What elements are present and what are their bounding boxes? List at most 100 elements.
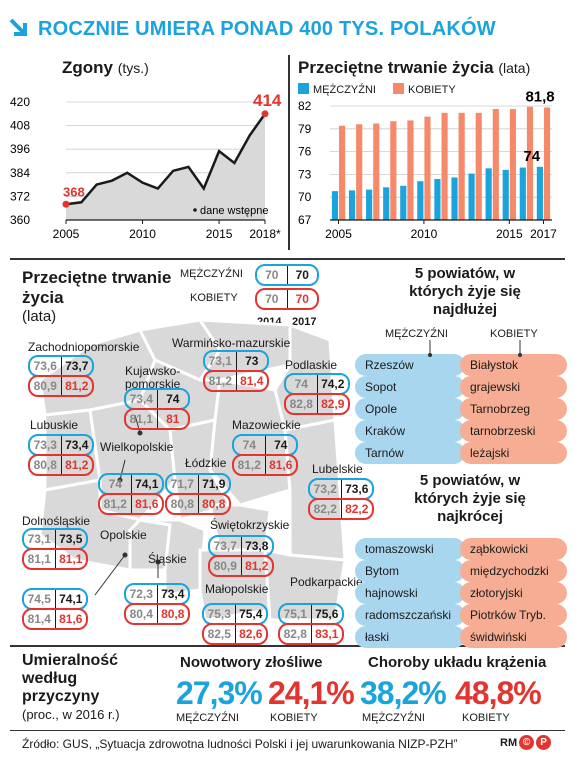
deaths-unit: (tys.) xyxy=(117,60,149,76)
value-2017: 75,6 xyxy=(310,605,343,623)
y-tick-label: 420 xyxy=(10,95,30,109)
cancer-men-value: 27,3% xyxy=(176,675,263,711)
value-2014: 73,2 xyxy=(313,482,337,496)
deaths-last-point xyxy=(261,110,269,118)
y-tick-label: 384 xyxy=(10,166,30,180)
life-title-text: Przeciętne trwanie życia xyxy=(298,58,494,77)
value-2017: 73,8 xyxy=(240,537,273,555)
value-2017: 74 xyxy=(264,436,297,454)
deaths-note: dane wstępne xyxy=(200,205,269,217)
region-men-box: 73,1 73,5 xyxy=(22,528,88,550)
life-chart: 82 79 76 73 70 67 81,8 74 2005 2010 2015 2017 xyxy=(298,89,557,241)
cancer-women-label: KOBIETY xyxy=(270,712,318,724)
value-2017: 73,5 xyxy=(54,530,87,548)
value-2017: 74,2 xyxy=(316,375,349,393)
region-women-box: 81,1 81,1 xyxy=(22,548,88,570)
region-women-box: 81,2 81,6 xyxy=(232,454,298,476)
legend-men-2017: 70 xyxy=(286,266,318,284)
bar-women xyxy=(390,121,397,220)
legend-men-swatch xyxy=(298,83,309,94)
value-2014: 80,8 xyxy=(170,497,194,511)
bar-women xyxy=(441,112,448,220)
region-women-box: 82,2 82,2 xyxy=(308,498,374,520)
legend-women-label: KOBIETY xyxy=(408,84,456,96)
value-2017: 81,6 xyxy=(54,610,87,628)
map-legend-women-box: 70 70 xyxy=(255,288,319,310)
map-title: Przeciętne trwanie życia (lata) xyxy=(22,268,172,325)
x-tick-label: 2015 xyxy=(206,227,233,241)
value-2014: 73,1 xyxy=(27,532,51,546)
value-2017: 73,7 xyxy=(60,357,93,375)
value-2014: 74 xyxy=(294,377,308,391)
value-2017: 81,2 xyxy=(240,557,273,575)
deaths-title-text: Zgony xyxy=(62,58,113,77)
bar-men xyxy=(366,189,373,220)
region-women-box: 81,4 81,6 xyxy=(22,608,88,630)
y-tick-label: 70 xyxy=(298,190,312,204)
region-women-box: 81,1 81 xyxy=(124,408,190,430)
shortest-women-item: złotoryjski xyxy=(460,582,567,604)
shortest-title: 5 powiatów, w których żyje się najkrócej xyxy=(414,472,526,525)
bar-women xyxy=(543,107,551,220)
legend-year-2017: 2017 xyxy=(292,316,317,328)
value-2014: 73,7 xyxy=(213,539,237,553)
longest-women-item: grajewski xyxy=(460,376,567,398)
longest-women-item: leżajski xyxy=(460,442,567,464)
longest-title: 5 powiatów, w których żyje się najdłużej xyxy=(409,265,521,318)
arrow-down-right-icon xyxy=(9,18,27,36)
longest-women-item: Tarnobrzeg xyxy=(460,398,567,420)
value-2017: 81,6 xyxy=(130,495,163,513)
divider-horizontal-1 xyxy=(10,258,565,260)
shortest-men-item: radomszczański xyxy=(355,604,465,626)
cardio-label: Choroby układu krążenia xyxy=(368,654,547,671)
bar-men xyxy=(536,166,543,220)
map-unit: (lata) xyxy=(22,308,57,325)
region-label: Małopolskie xyxy=(205,582,269,596)
p-icon: P xyxy=(536,735,552,750)
region-label: Warmińsko-mazurskie xyxy=(172,336,291,350)
deaths-area xyxy=(66,113,265,220)
value-2014: 75,3 xyxy=(207,607,231,621)
deaths-last-label: 414 xyxy=(253,91,282,110)
region-label: Kujawsko-pomorskie xyxy=(125,364,181,391)
value-2014: 73,6 xyxy=(33,359,57,373)
region-label: Podlaskie xyxy=(285,358,338,372)
bar-women xyxy=(339,125,346,220)
life-legend: MĘŻCZYŹNI KOBIETY xyxy=(298,83,456,96)
region-women-box: 82,8 83,1 xyxy=(278,623,344,645)
region-men-box: 75,3 75,4 xyxy=(202,603,268,625)
value-2014: 81,2 xyxy=(103,497,127,511)
region-label: Dolnośląskie xyxy=(22,514,91,528)
causes-subtitle: (proc., w 2016 r.) xyxy=(22,707,120,722)
value-2017: 73,6 xyxy=(340,480,373,498)
cardio-men-value: 38,2% xyxy=(360,675,447,711)
bar-men xyxy=(451,177,458,220)
logo: RM © P xyxy=(500,735,552,750)
divider-horizontal-3 xyxy=(10,730,565,731)
region-women-box: 81,2 81,6 xyxy=(98,493,164,515)
deaths-line xyxy=(65,113,267,206)
page-title: ROCZNIE UMIERA PONAD 400 TYS. POLAKÓW xyxy=(38,18,496,40)
shortest-women-item: międzychodzki xyxy=(460,560,567,582)
logo-text: RM xyxy=(500,736,518,749)
value-2014: 73,3 xyxy=(33,438,57,452)
shortest-women-item: ząbkowicki xyxy=(460,538,567,560)
bar-women xyxy=(526,106,534,220)
bar-men xyxy=(348,190,356,220)
life-last-women-label: 81,8 xyxy=(525,89,554,106)
y-tick-label: 76 xyxy=(298,145,312,159)
y-tick-label: 372 xyxy=(10,189,30,203)
divider-horizontal-2 xyxy=(10,645,565,647)
value-2014: 71,7 xyxy=(170,477,194,491)
value-2014: 81,1 xyxy=(27,552,51,566)
bar-men xyxy=(383,187,390,220)
x-tick-label: 2010 xyxy=(411,227,438,241)
bar-women xyxy=(458,112,465,220)
bar-women xyxy=(509,109,516,220)
value-2017: 75,4 xyxy=(234,605,267,623)
divider-top-vertical xyxy=(288,55,290,250)
y-tick-label: 73 xyxy=(298,167,312,181)
value-2017: 71,9 xyxy=(197,475,230,493)
value-2014: 74,5 xyxy=(27,592,51,606)
value-2014: 73,4 xyxy=(129,392,153,406)
